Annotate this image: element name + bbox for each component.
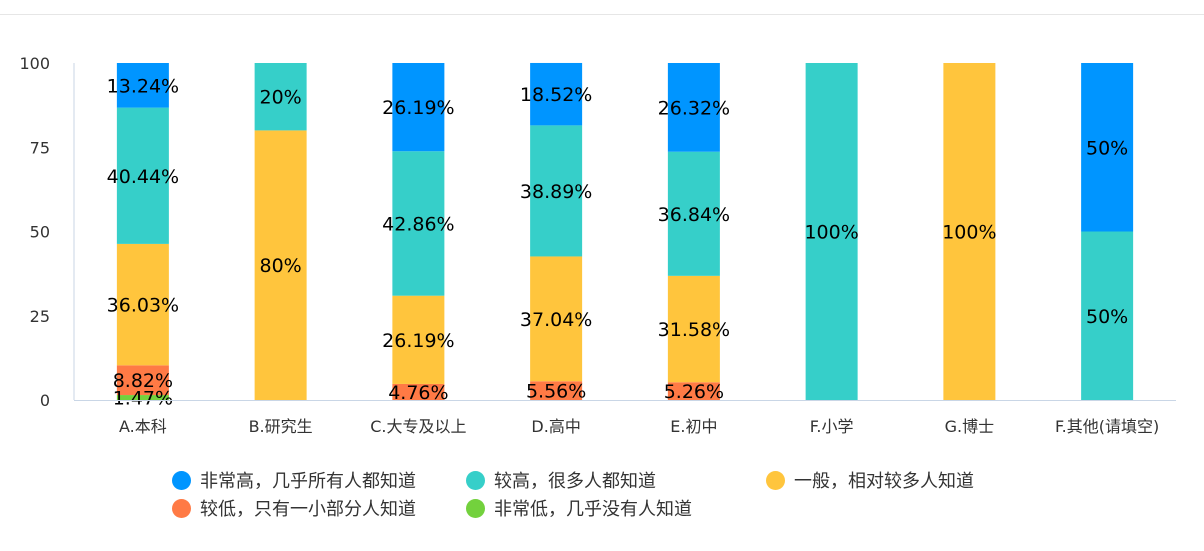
stacked-bar-chart: 0 25 50 75 100 1.47%8.82% 36.03% 40.44% 13.24% 8… xyxy=(19,54,1176,436)
bar-segment[interactable] xyxy=(392,151,445,296)
legend-marker-medium xyxy=(766,470,785,490)
data-labels: 1.47%8.82% 36.03% 40.44% 13.24% 80% 20% 4.76% 2… xyxy=(107,75,1129,409)
bar-segment[interactable] xyxy=(116,365,169,396)
bar-segment[interactable] xyxy=(392,295,445,384)
bar-data-label: 8.82% xyxy=(113,370,173,392)
bar-segment[interactable] xyxy=(1081,63,1134,232)
bar-segment[interactable] xyxy=(254,130,307,400)
x-tick-label: A.本科 xyxy=(119,417,167,436)
bar-segment[interactable] xyxy=(667,151,720,276)
x-tick-label: F.小学 xyxy=(810,417,854,436)
legend-marker-high xyxy=(466,470,485,490)
bar-segment[interactable] xyxy=(805,63,858,400)
legend-label-low: 较低，只有一小部分人知道 xyxy=(200,499,416,520)
bar-segment[interactable] xyxy=(530,125,583,257)
bar-data-label: 100% xyxy=(804,222,858,244)
bars xyxy=(116,62,1134,401)
bar-data-label: 5.26% xyxy=(664,381,724,403)
bar-data-label: 50% xyxy=(1086,306,1128,328)
bar-data-label: 100% xyxy=(942,222,996,244)
bar-segment[interactable] xyxy=(1081,231,1134,401)
bar-segment[interactable] xyxy=(667,275,720,383)
bar-data-label: 36.84% xyxy=(658,204,730,226)
legend-item-very-low[interactable]: 非常低，几乎没有人知道 xyxy=(466,495,692,521)
top-divider xyxy=(0,14,1204,15)
bar-segment[interactable] xyxy=(530,381,583,400)
y-tick-label: 50 xyxy=(30,223,50,242)
y-tick-label: 100 xyxy=(19,54,50,73)
x-tick-label: C.大专及以上 xyxy=(370,417,466,436)
bar-segment[interactable] xyxy=(116,107,169,244)
legend-marker-low xyxy=(172,498,191,518)
bar-segment[interactable] xyxy=(667,63,720,152)
bar-data-label: 36.03% xyxy=(107,295,179,317)
legend-item-high[interactable]: 较高，很多人都知道 xyxy=(466,467,656,493)
legend-label-very-high: 非常高，几乎所有人都知道 xyxy=(200,471,416,492)
bar-segment[interactable] xyxy=(392,383,445,400)
bar-data-label: 38.89% xyxy=(520,181,592,203)
legend-marker-very-high xyxy=(172,470,191,490)
bar-data-label: 18.52% xyxy=(520,84,592,106)
legend-label-very-low: 非常低，几乎没有人知道 xyxy=(494,499,692,520)
bar-segment[interactable] xyxy=(667,382,720,400)
bar-data-label: 50% xyxy=(1086,137,1128,159)
y-tick-label: 75 xyxy=(30,138,50,157)
bar-data-label: 13.24% xyxy=(107,75,179,97)
bar-data-label: 42.86% xyxy=(382,213,454,235)
bar-data-label: 4.76% xyxy=(388,382,448,404)
y-tick-label: 0 xyxy=(40,391,50,410)
bar-data-label: 26.32% xyxy=(658,97,730,119)
legend-item-medium[interactable]: 一般，相对较多人知道 xyxy=(766,467,974,493)
bar-data-label: 40.44% xyxy=(107,166,179,188)
bar-data-label: 1.47% xyxy=(113,388,173,410)
legend-item-very-high[interactable]: 非常高，几乎所有人都知道 xyxy=(172,467,416,493)
bar-segment[interactable] xyxy=(116,395,169,400)
x-tick-label: F.其他(请填空) xyxy=(1055,417,1159,436)
legend-marker-very-low xyxy=(466,498,485,518)
x-tick-label: G.博士 xyxy=(945,417,995,436)
legend-item-low[interactable]: 较低，只有一小部分人知道 xyxy=(172,495,416,521)
x-axis: A.本科 B.研究生 C.大专及以上 D.高中 E.初中 F.小学 G.博士 F.其他(请填空… xyxy=(74,400,1176,436)
x-tick-label: B.研究生 xyxy=(249,417,313,436)
bar-segment[interactable] xyxy=(116,243,169,366)
bar-segment[interactable] xyxy=(530,256,583,382)
bar-data-label: 37.04% xyxy=(520,309,592,331)
bar-segment[interactable] xyxy=(254,63,307,131)
legend-label-medium: 一般，相对较多人知道 xyxy=(794,471,974,492)
bar-segment[interactable] xyxy=(943,63,996,400)
y-axis: 0 25 50 75 100 xyxy=(19,54,75,410)
bar-data-label: 31.58% xyxy=(658,319,730,341)
bar-segment[interactable] xyxy=(530,62,583,126)
bar-data-label: 20% xyxy=(260,87,302,109)
bar-data-label: 26.19% xyxy=(382,97,454,119)
y-tick-label: 25 xyxy=(30,307,50,326)
x-tick-label: D.高中 xyxy=(531,417,580,436)
bar-segment[interactable] xyxy=(116,63,169,108)
legend-label-high: 较高，很多人都知道 xyxy=(494,471,656,492)
bar-data-label: 5.56% xyxy=(526,381,586,403)
x-tick-label: E.初中 xyxy=(670,417,717,436)
bar-data-label: 26.19% xyxy=(382,330,454,352)
bar-segment[interactable] xyxy=(392,63,445,152)
bar-data-label: 80% xyxy=(260,255,302,277)
